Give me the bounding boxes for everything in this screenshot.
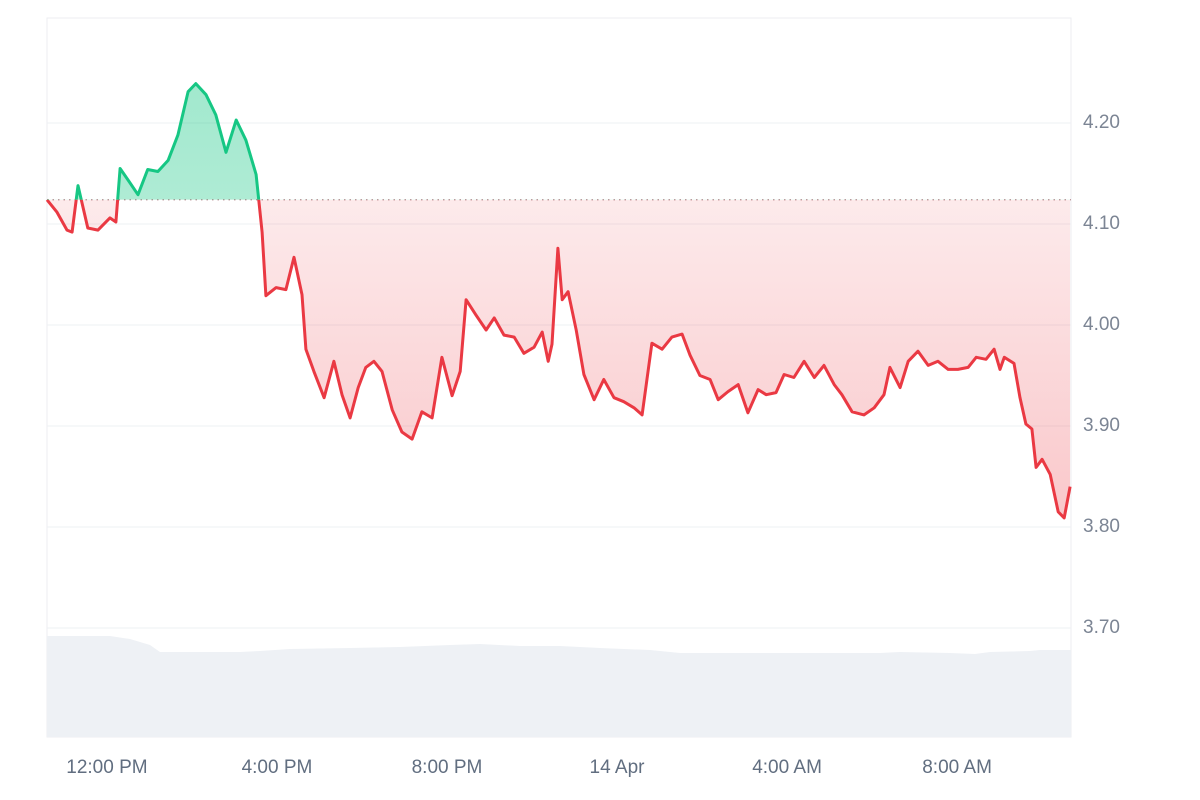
volume-band [47,636,1071,737]
areas [47,83,1071,518]
x-tick-label: 12:00 PM [66,757,147,778]
x-tick-label: 4:00 AM [752,757,822,778]
lines [45,82,1072,520]
y-tick-label: 3.70 [1083,617,1120,638]
area-below [47,199,1071,518]
y-tick-label: 4.10 [1083,213,1120,234]
y-tick-label: 3.80 [1083,516,1120,537]
y-tick-label: 3.90 [1083,415,1120,436]
x-tick-label: 14 Apr [590,757,646,778]
y-tick-label: 4.20 [1083,112,1120,133]
y-tick-label: 4.00 [1083,314,1120,335]
x-tick-label: 8:00 PM [412,757,483,778]
x-tick-label: 4:00 PM [242,757,313,778]
price-line-above [47,82,261,200]
labels: 3.70 3.80 3.90 4.00 4.10 4.20 12:00 PM 4:00 PM 8… [66,112,1120,778]
x-tick-label: 8:00 AM [922,757,992,778]
price-line-below [45,199,1072,520]
